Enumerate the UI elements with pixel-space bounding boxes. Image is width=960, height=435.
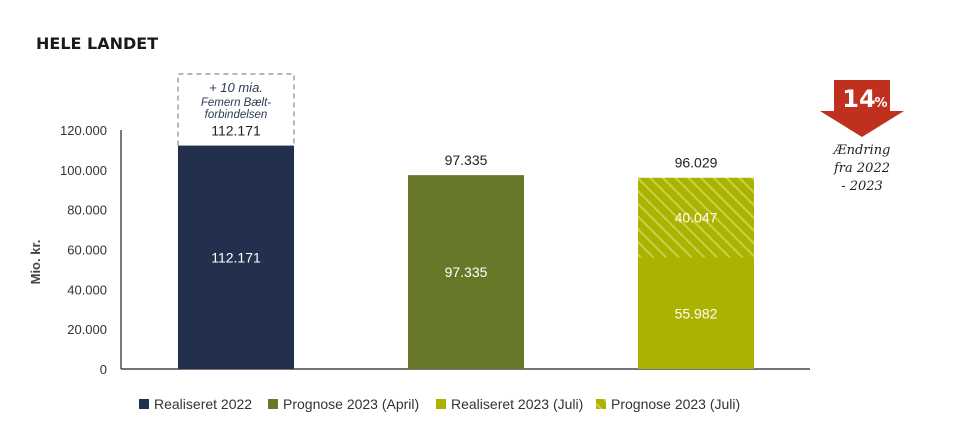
bar-segment: [408, 175, 524, 369]
y-tick-label: 40.000: [67, 282, 107, 297]
y-tick-label: 80.000: [67, 203, 107, 218]
bar-group: 112.171 112.171 97.335 97.335 55.982 40.047 96…: [178, 123, 754, 369]
badge-unit: %: [874, 96, 887, 111]
badge-caption: Ændring: [832, 143, 891, 158]
annotation-text: forbindelsen: [205, 109, 268, 121]
y-tick-label: 20.000: [67, 322, 107, 337]
annotation-text: + 10 mia.: [209, 80, 263, 95]
badge-caption: - 2023: [841, 179, 883, 194]
bar-total-label: 96.029: [675, 155, 718, 171]
change-badge: 14% Ændring fra 2022 - 2023: [820, 80, 904, 194]
legend-swatch: [139, 399, 149, 409]
badge-number: 14: [842, 85, 875, 113]
legend: Realiseret 2022 Prognose 2023 (April) Real…: [139, 396, 740, 412]
down-arrow-icon: [820, 80, 904, 137]
bar-value-label: 40.047: [675, 210, 718, 226]
annotation-border: [177, 73, 295, 146]
bar-segment: [638, 257, 754, 369]
y-tick-label: 120.000: [60, 123, 107, 138]
annotation-box: + 10 mia. Femern Bælt-forbindelsen: [177, 73, 295, 146]
bar-value-label: 97.335: [445, 264, 488, 280]
legend-swatch: [596, 399, 606, 409]
annotation-text: Femern Bælt-: [201, 97, 271, 109]
bar-value-label: 55.982: [675, 305, 718, 321]
bar-value-label: 112.171: [211, 249, 261, 265]
legend-label: Prognose 2023 (April): [283, 396, 419, 412]
y-tick-label: 0: [100, 362, 107, 377]
legend-label: Realiseret 2022: [154, 396, 252, 412]
legend-label: Realiseret 2023 (Juli): [451, 396, 583, 412]
legend-swatch: [436, 399, 446, 409]
chart-title: HELE LANDET: [36, 34, 158, 53]
bar-segment: [638, 177, 754, 258]
y-tick-label: 60.000: [67, 243, 107, 258]
y-tick-label: 100.000: [60, 163, 107, 178]
y-axis-label: Mio. kr.: [28, 240, 43, 285]
legend-label: Prognose 2023 (Juli): [611, 396, 740, 412]
bar-segment: [178, 145, 294, 369]
bar-total-label: 97.335: [445, 152, 488, 168]
badge-caption: fra 2022: [833, 161, 890, 176]
legend-swatch: [268, 399, 278, 409]
bar-total-label: 112.171: [211, 123, 261, 139]
